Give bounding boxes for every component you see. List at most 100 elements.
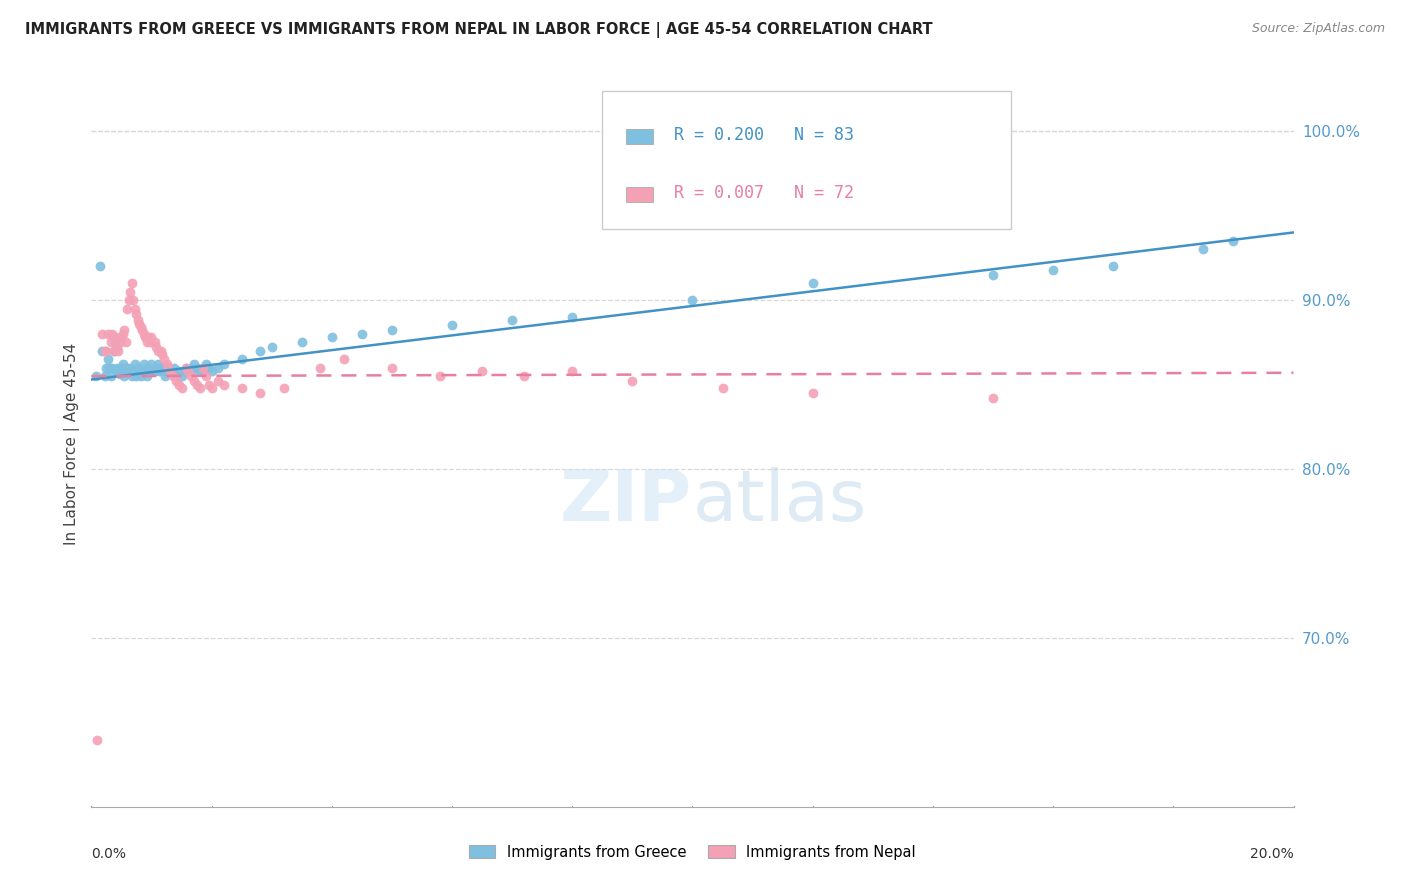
Point bbox=[162, 364, 184, 378]
Point bbox=[188, 364, 211, 378]
Point bbox=[150, 364, 173, 378]
Point bbox=[131, 324, 153, 338]
Point bbox=[197, 377, 219, 392]
Bar bbox=[626, 129, 652, 144]
Point bbox=[93, 343, 115, 358]
Legend: Immigrants from Greece, Immigrants from Nepal: Immigrants from Greece, Immigrants from … bbox=[463, 838, 922, 865]
Point bbox=[429, 369, 451, 384]
Point bbox=[121, 276, 143, 290]
Point bbox=[101, 360, 124, 375]
Point bbox=[186, 377, 208, 392]
Point bbox=[291, 335, 314, 350]
Point bbox=[139, 335, 162, 350]
Point bbox=[170, 369, 193, 384]
Text: 0.0%: 0.0% bbox=[91, 847, 127, 862]
Point bbox=[170, 381, 193, 395]
Point bbox=[159, 364, 181, 378]
Point bbox=[157, 360, 180, 375]
Point bbox=[98, 360, 121, 375]
Point bbox=[127, 364, 149, 378]
Point bbox=[111, 326, 134, 341]
Point bbox=[561, 364, 583, 378]
Point bbox=[114, 324, 136, 338]
Point bbox=[249, 343, 271, 358]
Point bbox=[513, 369, 536, 384]
Point bbox=[381, 360, 404, 375]
Point bbox=[122, 364, 145, 378]
Point bbox=[260, 340, 283, 354]
Text: Source: ZipAtlas.com: Source: ZipAtlas.com bbox=[1251, 22, 1385, 36]
Point bbox=[193, 364, 215, 378]
Text: atlas: atlas bbox=[692, 467, 868, 536]
Point bbox=[134, 357, 156, 371]
Point bbox=[120, 285, 142, 299]
Point bbox=[138, 360, 160, 375]
Point bbox=[138, 330, 160, 344]
Point bbox=[129, 320, 152, 334]
Point bbox=[107, 343, 129, 358]
Point bbox=[155, 357, 177, 371]
Point bbox=[96, 360, 118, 375]
Point bbox=[101, 326, 124, 341]
Point bbox=[183, 357, 205, 371]
Point bbox=[139, 364, 162, 378]
Point bbox=[273, 381, 295, 395]
Point bbox=[115, 335, 138, 350]
Point bbox=[107, 364, 129, 378]
Point bbox=[149, 343, 172, 358]
Point bbox=[143, 335, 166, 350]
Point bbox=[153, 369, 176, 384]
Point bbox=[191, 360, 214, 375]
Point bbox=[103, 343, 125, 358]
Point bbox=[711, 381, 734, 395]
Point bbox=[148, 364, 170, 378]
Point bbox=[89, 259, 111, 273]
Point bbox=[440, 318, 463, 333]
Point bbox=[131, 364, 153, 378]
Point bbox=[801, 276, 824, 290]
Point bbox=[118, 364, 141, 378]
Point bbox=[350, 326, 373, 341]
Point bbox=[105, 360, 128, 375]
Bar bbox=[626, 187, 652, 202]
Point bbox=[681, 293, 703, 307]
Point bbox=[104, 330, 127, 344]
Point bbox=[124, 301, 146, 316]
Point bbox=[191, 360, 214, 375]
Point bbox=[84, 369, 107, 384]
Point bbox=[114, 369, 136, 384]
Point bbox=[501, 313, 523, 327]
Point bbox=[207, 360, 229, 375]
Point bbox=[1222, 234, 1244, 248]
Point bbox=[110, 335, 132, 350]
Point bbox=[180, 369, 202, 384]
Point bbox=[103, 343, 125, 358]
Point bbox=[128, 360, 150, 375]
Point bbox=[97, 352, 120, 367]
Point bbox=[146, 357, 169, 371]
Point bbox=[145, 360, 167, 375]
Point bbox=[125, 307, 148, 321]
Point bbox=[146, 343, 169, 358]
Point bbox=[120, 360, 142, 375]
Text: ZIP: ZIP bbox=[560, 467, 692, 536]
Point bbox=[135, 335, 157, 350]
Point bbox=[249, 386, 271, 401]
Point bbox=[207, 374, 229, 388]
Point bbox=[176, 364, 198, 378]
Point bbox=[91, 343, 114, 358]
Point bbox=[115, 364, 138, 378]
Point bbox=[111, 357, 134, 371]
Point bbox=[197, 360, 219, 375]
Point bbox=[321, 330, 343, 344]
Point bbox=[165, 369, 187, 384]
Point bbox=[150, 347, 173, 361]
Point bbox=[110, 360, 132, 375]
Point bbox=[122, 293, 145, 307]
Point bbox=[93, 369, 115, 384]
Text: R = 0.007   N = 72: R = 0.007 N = 72 bbox=[675, 184, 855, 202]
Point bbox=[1042, 262, 1064, 277]
Point bbox=[621, 374, 644, 388]
Text: IMMIGRANTS FROM GREECE VS IMMIGRANTS FROM NEPAL IN LABOR FORCE | AGE 45-54 CORRE: IMMIGRANTS FROM GREECE VS IMMIGRANTS FRO… bbox=[25, 22, 934, 38]
Point bbox=[981, 391, 1004, 405]
